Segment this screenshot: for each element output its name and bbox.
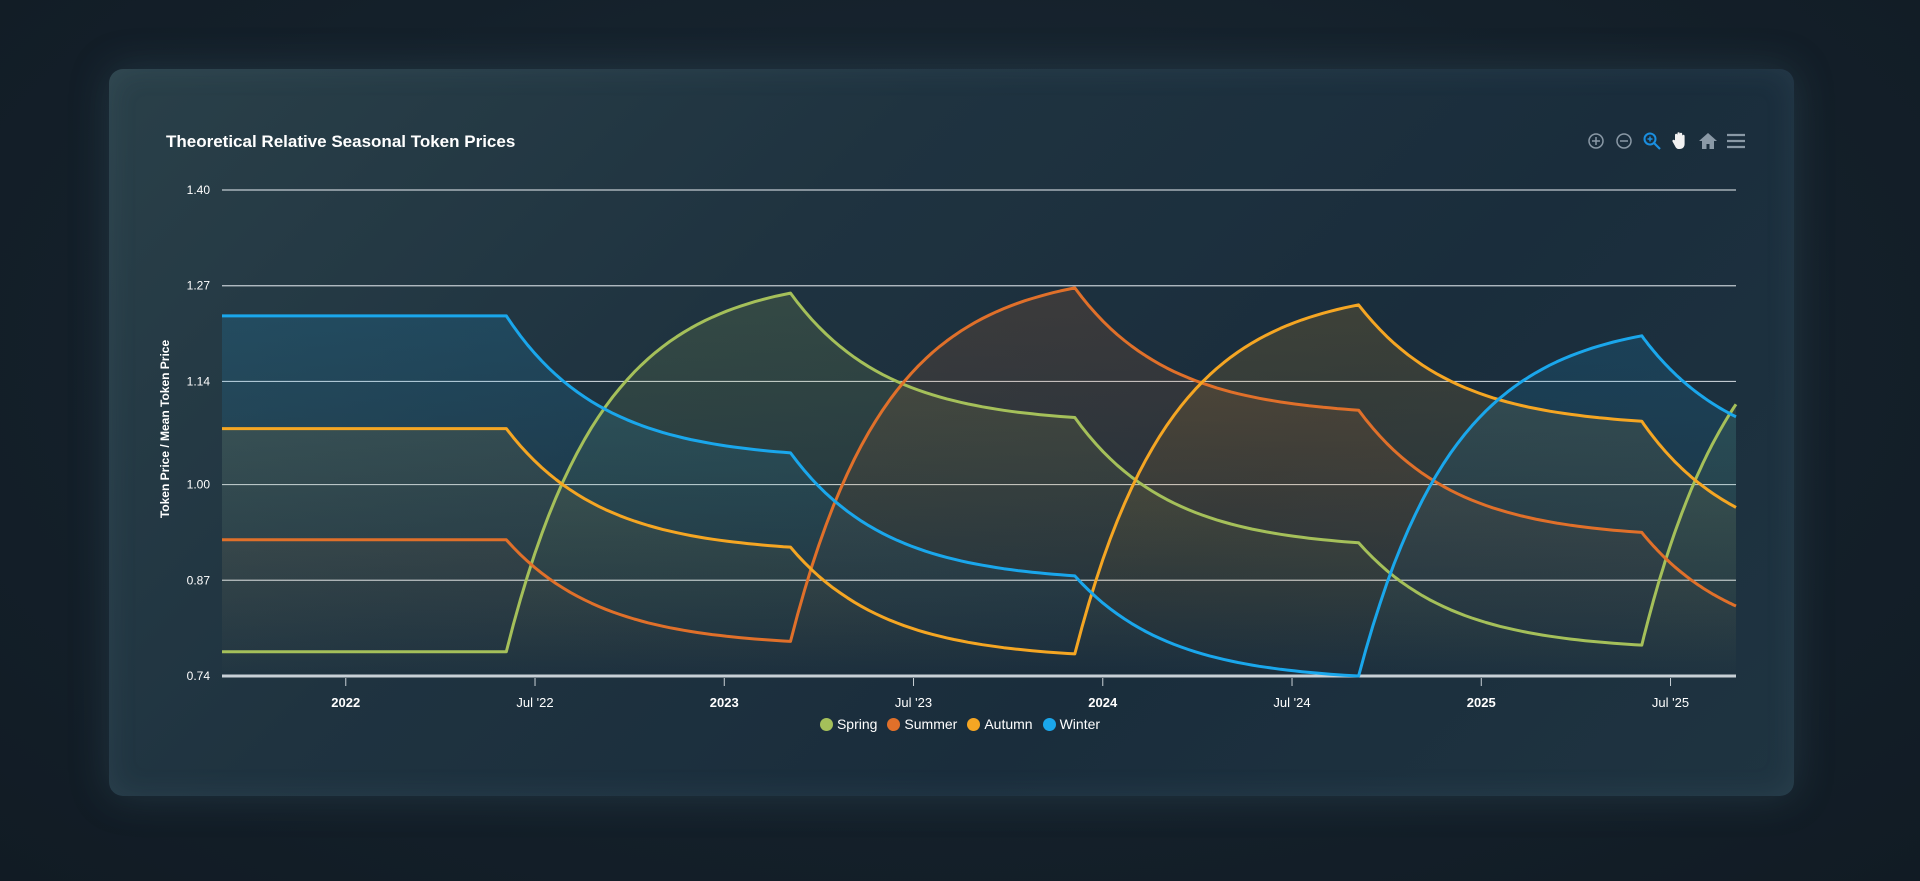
x-tick-label: 2024 — [1088, 695, 1118, 710]
legend: Spring Summer Autumn Winter — [0, 716, 1920, 732]
x-tick-label: 2023 — [710, 695, 739, 710]
line-autumn[interactable] — [222, 303, 1737, 656]
legend-label: Spring — [836, 716, 878, 732]
x-tick-label: 2025 — [1467, 695, 1496, 710]
x-axis-ticks: 2022 Jul '22 2023 Jul '23 2024 Jul '24 2025 Jul… — [331, 678, 1689, 710]
x-tick-label: Jul '23 — [895, 695, 932, 710]
selection-zoom-button[interactable] — [1641, 130, 1663, 152]
line-spring[interactable] — [222, 291, 1738, 654]
legend-label: Summer — [904, 716, 958, 732]
legend-marker — [967, 717, 981, 731]
legend-marker — [1042, 717, 1056, 731]
series-lines — [222, 286, 1738, 678]
line-summer[interactable] — [222, 286, 1737, 643]
zoom-out-icon — [1616, 133, 1632, 149]
y-tick-label: 0.87 — [187, 573, 211, 587]
x-tick-label: Jul '22 — [516, 695, 553, 710]
line-winter[interactable] — [222, 314, 1737, 678]
area-winter — [222, 315, 1736, 676]
reset-home-icon — [1699, 133, 1717, 149]
x-tick-label: Jul '25 — [1652, 695, 1689, 710]
x-tick-label: Jul '24 — [1273, 695, 1310, 710]
zoom-in-button[interactable] — [1585, 130, 1607, 152]
chart-title: Theoretical Relative Seasonal Token Pric… — [166, 132, 516, 151]
x-tick-label: 2022 — [331, 695, 360, 710]
pan-button[interactable] — [1669, 130, 1691, 152]
legend-label: Winter — [1059, 716, 1101, 732]
y-axis-title: Token Price / Mean Token Price — [158, 340, 172, 519]
reset-zoom-button[interactable] — [1697, 130, 1719, 152]
legend-label: Autumn — [984, 716, 1033, 732]
zoom-in-icon — [1588, 133, 1604, 149]
legend-marker — [887, 717, 901, 731]
legend-marker — [819, 717, 833, 731]
y-tick-label: 1.00 — [187, 478, 211, 492]
y-tick-label: 1.40 — [187, 183, 211, 197]
series-areas — [222, 287, 1736, 676]
menu-icon — [1727, 133, 1745, 149]
y-tick-label: 1.27 — [187, 279, 211, 293]
y-axis-ticks: 1.40 1.27 1.14 1.00 0.87 0.74 — [187, 183, 211, 683]
legend-item-spring[interactable]: Spring — [819, 716, 878, 732]
menu-button[interactable] — [1725, 130, 1747, 152]
legend-item-winter[interactable]: Winter — [1042, 716, 1101, 732]
zoom-out-button[interactable] — [1613, 130, 1635, 152]
pan-hand-icon — [1672, 132, 1685, 149]
y-tick-label: 0.74 — [187, 669, 211, 683]
y-tick-label: 1.14 — [187, 374, 211, 388]
selection-zoom-icon — [1643, 132, 1661, 150]
chart-toolbar — [1585, 130, 1747, 152]
legend-item-summer[interactable]: Summer — [887, 716, 957, 732]
legend-item-autumn[interactable]: Autumn — [967, 716, 1033, 732]
